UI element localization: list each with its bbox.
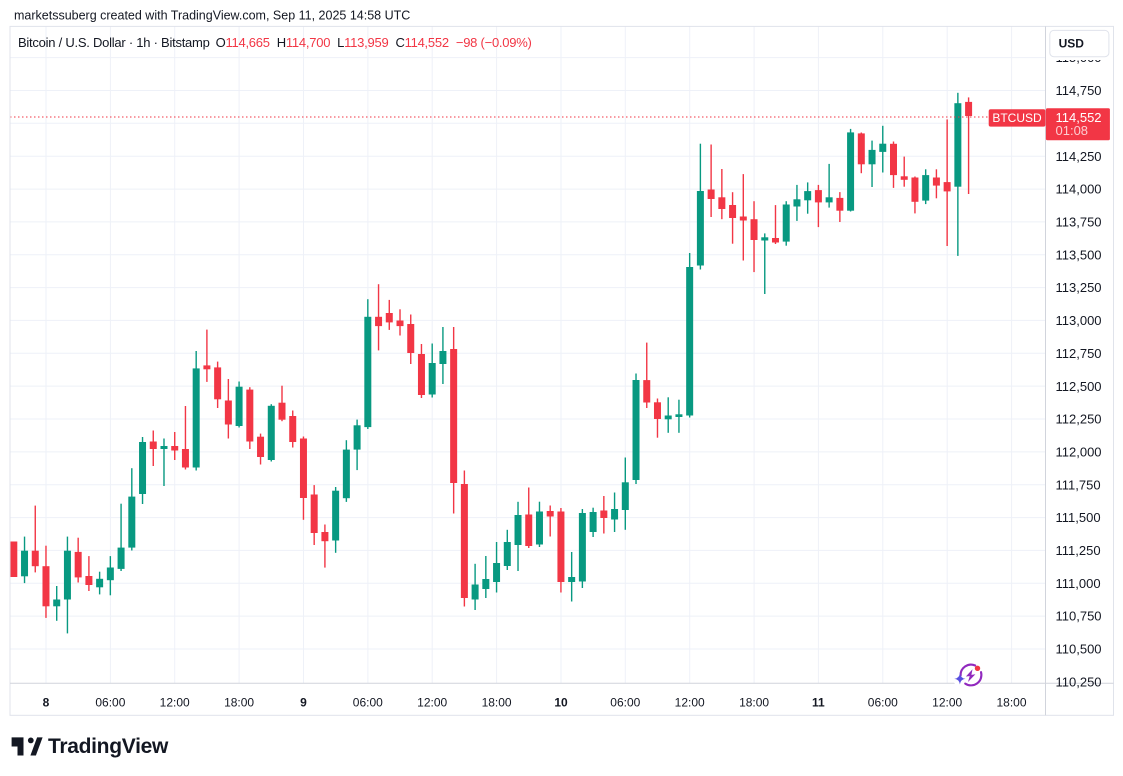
svg-text:01:08: 01:08 — [1056, 123, 1089, 138]
svg-text:114,552: 114,552 — [1056, 110, 1102, 125]
svg-text:12:00: 12:00 — [160, 696, 190, 710]
svg-text:114,250: 114,250 — [1056, 149, 1102, 164]
svg-text:111,000: 111,000 — [1056, 576, 1101, 591]
svg-text:18:00: 18:00 — [482, 696, 512, 710]
svg-text:110,250: 110,250 — [1056, 674, 1102, 689]
svg-text:114,000: 114,000 — [1056, 182, 1102, 197]
svg-text:10: 10 — [554, 696, 568, 710]
svg-text:113,000: 113,000 — [1056, 313, 1102, 328]
svg-text:112,000: 112,000 — [1056, 445, 1102, 460]
svg-text:12:00: 12:00 — [417, 696, 447, 710]
svg-text:06:00: 06:00 — [95, 696, 125, 710]
svg-text:18:00: 18:00 — [996, 696, 1026, 710]
svg-text:06:00: 06:00 — [868, 696, 898, 710]
svg-text:06:00: 06:00 — [353, 696, 383, 710]
svg-text:18:00: 18:00 — [224, 696, 254, 710]
svg-text:18:00: 18:00 — [739, 696, 769, 710]
svg-text:USD: USD — [1059, 37, 1085, 51]
svg-text:06:00: 06:00 — [610, 696, 640, 710]
svg-text:12:00: 12:00 — [932, 696, 962, 710]
svg-text:9: 9 — [300, 696, 307, 710]
svg-text:113,750: 113,750 — [1056, 215, 1102, 230]
svg-text:112,250: 112,250 — [1056, 412, 1102, 427]
svg-text:113,500: 113,500 — [1056, 247, 1102, 262]
svg-text:114,750: 114,750 — [1056, 83, 1102, 98]
svg-text:TradingView: TradingView — [48, 735, 169, 758]
svg-text:110,500: 110,500 — [1056, 642, 1102, 657]
svg-text:marketssuberg created with Tra: marketssuberg created with TradingView.c… — [14, 9, 410, 23]
svg-text:111,750: 111,750 — [1056, 477, 1101, 492]
svg-text:12:00: 12:00 — [675, 696, 705, 710]
svg-text:112,750: 112,750 — [1056, 346, 1102, 361]
svg-text:113,250: 113,250 — [1056, 280, 1102, 295]
svg-text:11: 11 — [812, 696, 825, 710]
svg-text:8: 8 — [43, 696, 50, 710]
svg-text:BTCUSD: BTCUSD — [992, 111, 1042, 125]
svg-text:112,500: 112,500 — [1056, 379, 1102, 394]
svg-text:Bitcoin / U.S. Dollar · 1h · B: Bitcoin / U.S. Dollar · 1h · Bitstamp O11… — [18, 35, 532, 50]
svg-text:110,750: 110,750 — [1056, 609, 1102, 624]
svg-text:111,500: 111,500 — [1056, 510, 1101, 525]
svg-text:111,250: 111,250 — [1056, 543, 1101, 558]
